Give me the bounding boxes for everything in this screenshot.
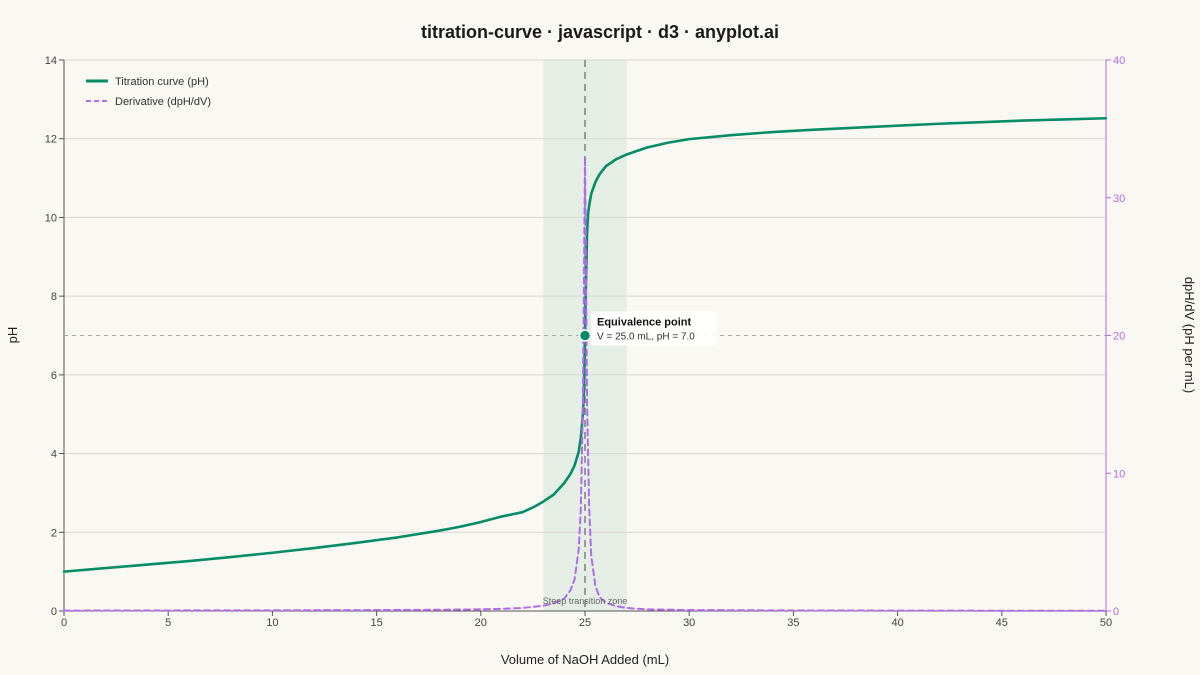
y-tick-label: 2	[51, 527, 57, 539]
y2-tick-label: 30	[1113, 193, 1125, 205]
y-tick-label: 0	[51, 606, 57, 618]
x-tick-label: 25	[579, 617, 591, 629]
x-tick-label: 15	[370, 617, 382, 629]
x-tick-label: 20	[475, 617, 487, 629]
equivalence-annotation-box	[591, 311, 716, 346]
y2-axis-label: dpH/dV (pH per mL)	[1182, 277, 1197, 393]
x-tick-label: 30	[683, 617, 695, 629]
annotation-layer: Equivalence point V = 25.0 mL, pH = 7.0 St…	[543, 311, 716, 606]
y-tick-label: 10	[45, 212, 57, 224]
series-layer	[62, 116, 1108, 612]
derivative-series-line	[63, 155, 1107, 612]
x-tick-label: 35	[787, 617, 799, 629]
equivalence-annotation-title: Equivalence point	[597, 317, 691, 329]
x-tick-label: 5	[165, 617, 171, 629]
x-tick-label: 40	[891, 617, 903, 629]
y-tick-label: 12	[45, 134, 57, 146]
x-tick-label: 0	[61, 617, 67, 629]
legend-label: Titration curve (pH)	[115, 76, 209, 88]
legend: Titration curve (pH) Derivative (dpH/dV)	[86, 76, 211, 108]
x-tick-label: 45	[996, 617, 1008, 629]
x-tick-label: 50	[1100, 617, 1112, 629]
y-tick-label: 14	[45, 55, 57, 67]
y-tick-label: 4	[51, 449, 57, 461]
y2-tick-label: 10	[1113, 468, 1125, 480]
equivalence-point-marker	[578, 329, 592, 342]
chart-title: titration-curve · javascript · d3 · anyp…	[421, 22, 779, 42]
equivalence-annotation-subtitle: V = 25.0 mL, pH = 7.0	[597, 332, 695, 343]
ph-series-line	[62, 116, 1108, 573]
x-axis-label: Volume of NaOH Added (mL)	[501, 652, 669, 667]
y2-tick-label: 40	[1113, 55, 1125, 67]
transition-zone-label: Steep transition zone	[543, 596, 628, 606]
x-tick-label: 10	[266, 617, 278, 629]
y-tick-label: 8	[51, 291, 57, 303]
y-tick-label: 6	[51, 370, 57, 382]
y2-tick-label: 0	[1113, 606, 1119, 618]
y-axis-label: pH	[5, 327, 20, 344]
y2-tick-label: 20	[1113, 331, 1125, 343]
legend-label: Derivative (dpH/dV)	[115, 96, 211, 108]
